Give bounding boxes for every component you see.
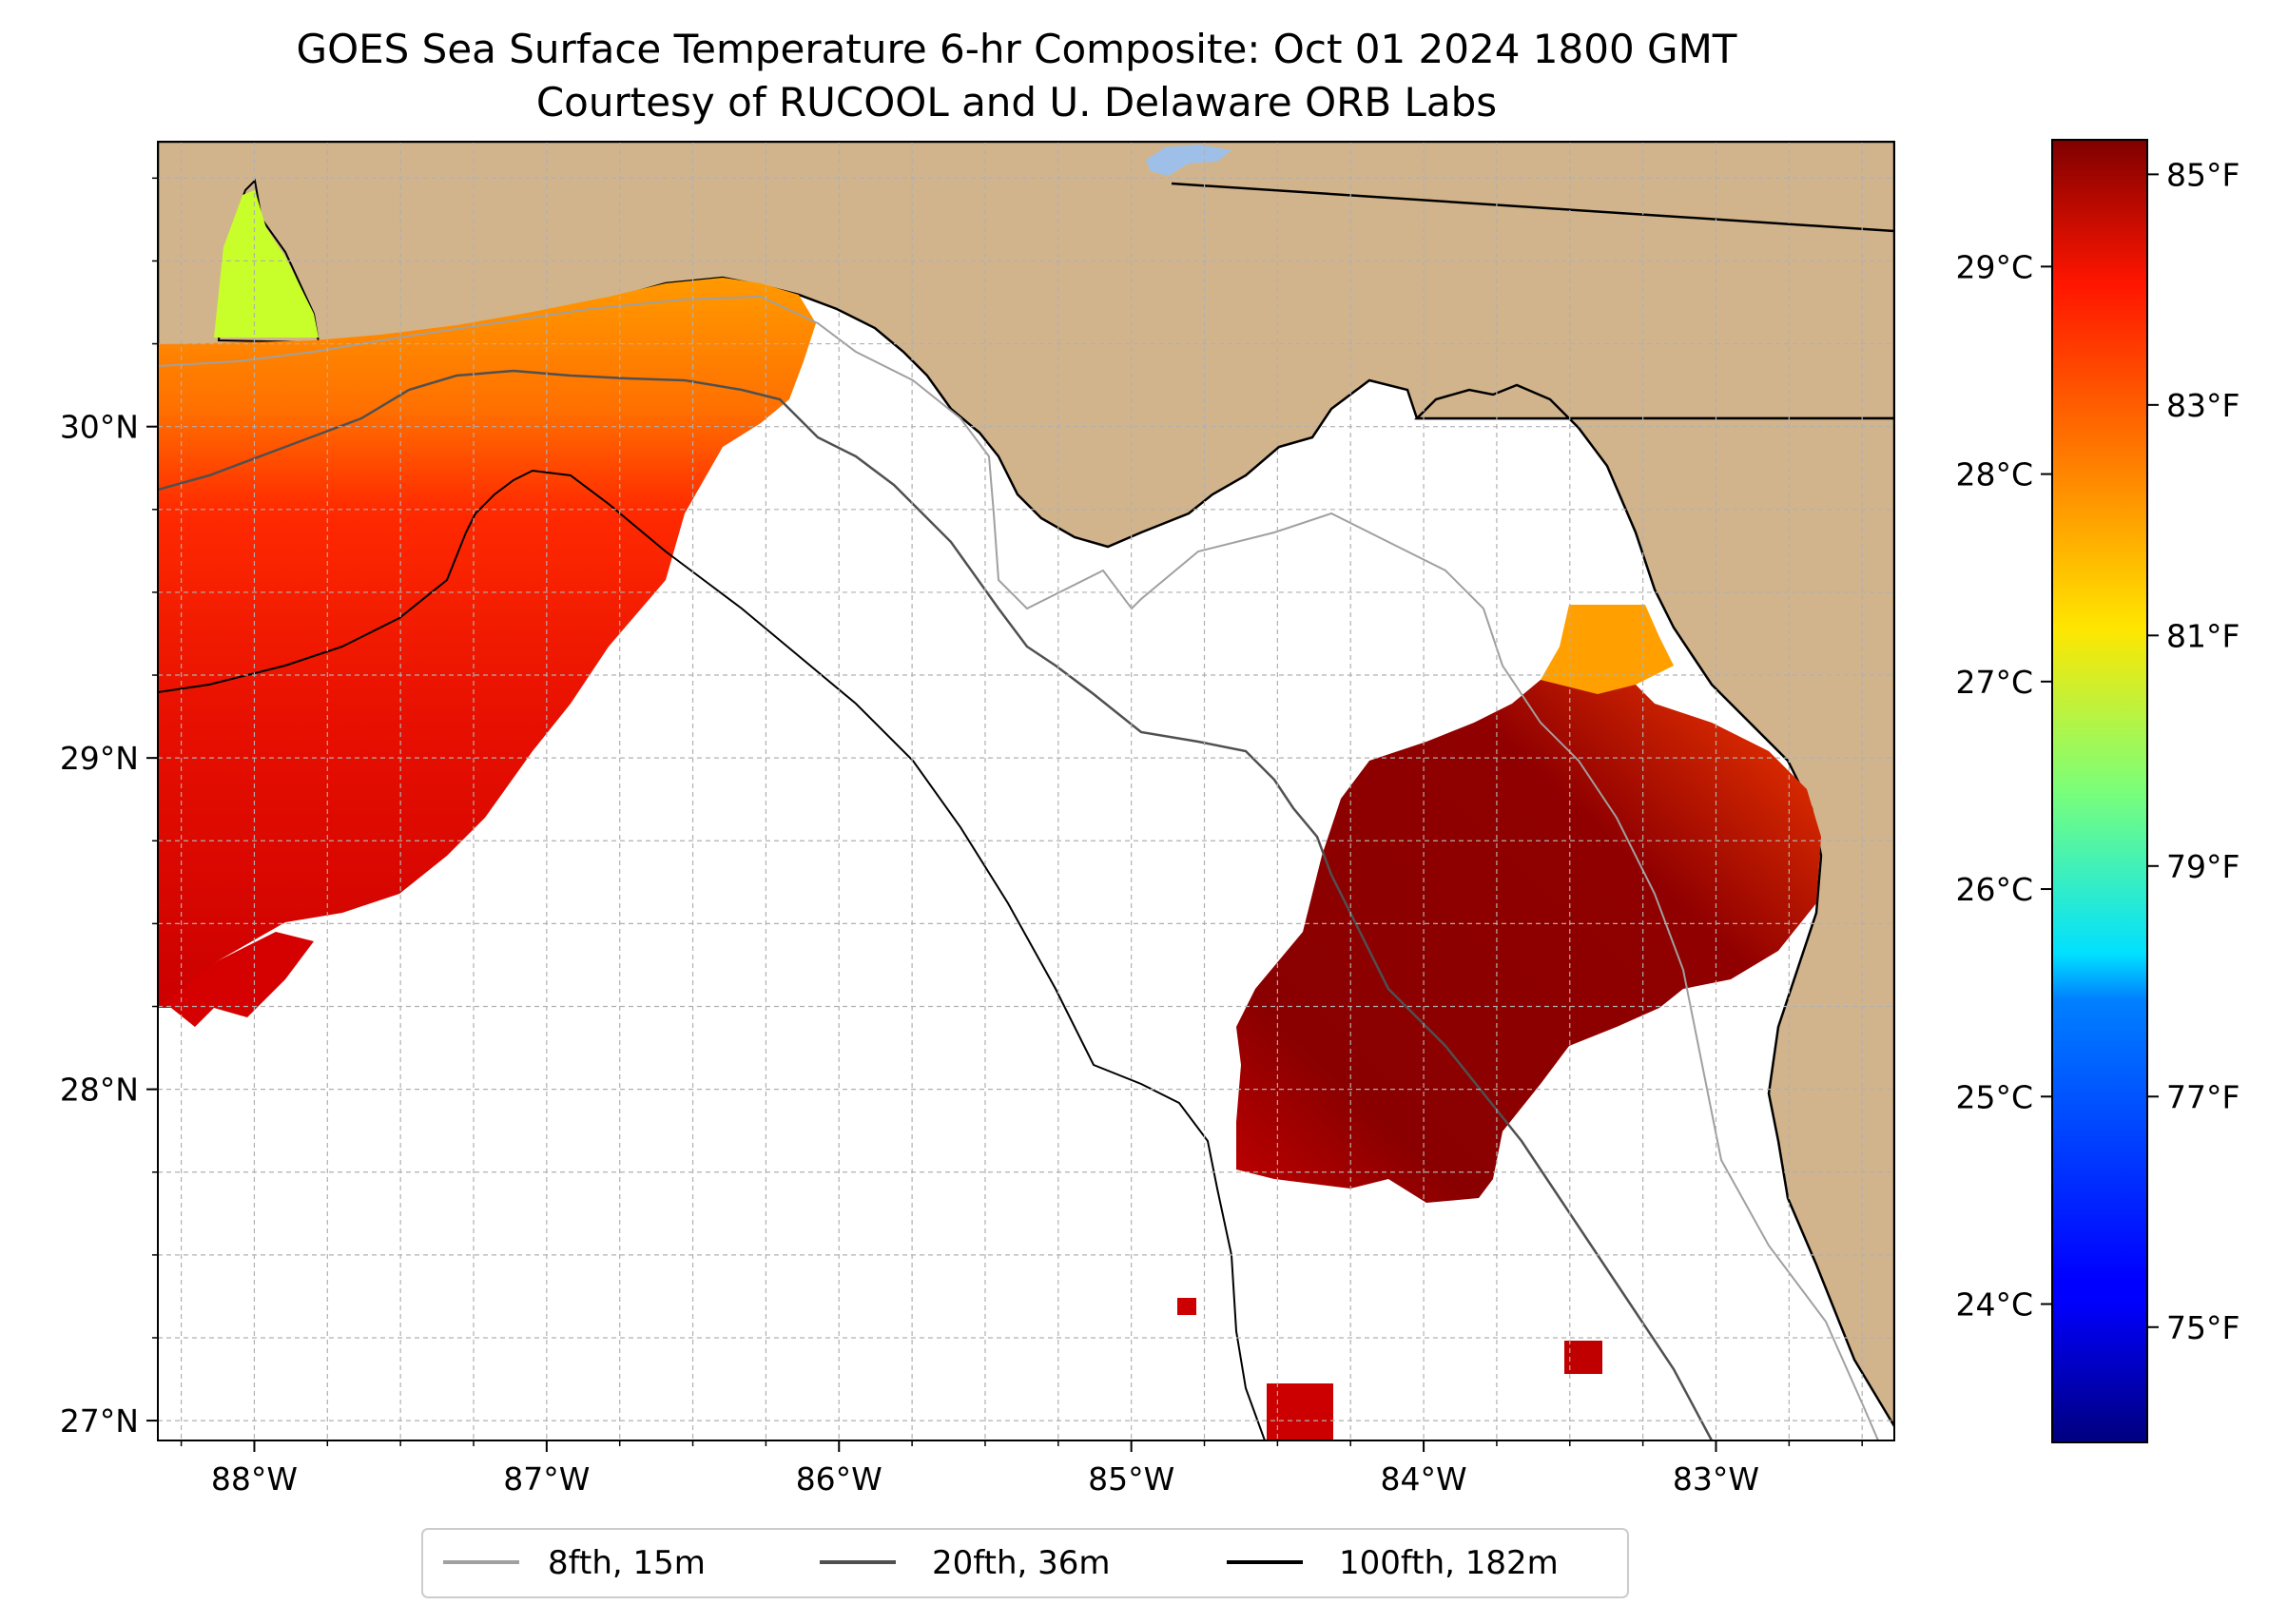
land-east [1413, 383, 1894, 1429]
legend-label-8fth: 8fth, 15m [548, 1544, 706, 1582]
lat-tick-label: 27°N [60, 1402, 139, 1440]
legend-box [421, 1528, 1629, 1598]
lon-tick-label: 84°W [1381, 1460, 1467, 1498]
legend-label-20fth: 20fth, 36m [932, 1544, 1111, 1582]
colorbar-c-label: 24°C [1955, 1286, 2033, 1324]
lake [1146, 145, 1231, 176]
state-boundary [1171, 182, 1894, 233]
map-area [158, 142, 1894, 1440]
isobath-20fth [158, 369, 1714, 1440]
colorbar-f-label: 85°F [2166, 156, 2240, 193]
lon-tick-label: 87°W [503, 1460, 590, 1498]
legend-label-100fth: 100fth, 182m [1339, 1544, 1559, 1582]
colorbar-c-label: 28°C [1955, 456, 2033, 493]
colorbar-c-axis: 24°C 25°C 26°C 27°C 28°C 29°C [1955, 248, 2052, 1324]
colorbar-c-label: 26°C [1955, 871, 2033, 908]
colorbar-f-axis: 75°F 77°F 79°F 81°F 83°F 85°F [2147, 156, 2240, 1346]
isobath-100fth [158, 469, 1266, 1440]
map-frame [157, 141, 1895, 1441]
sst-speck-2 [1564, 1341, 1602, 1374]
lat-tick-label: 29°N [60, 740, 139, 777]
lat-tick-label: 30°N [60, 409, 139, 446]
gridlines [158, 142, 1894, 1440]
sst-speck-3 [1177, 1298, 1196, 1315]
sst-apalachee-bay [1541, 605, 1674, 694]
lon-tick-label: 85°W [1088, 1460, 1174, 1498]
lon-axis: 88°W 87°W 86°W 85°W 84°W 83°W [180, 1440, 1863, 1498]
sst-mobile-bay [214, 190, 319, 338]
colorbar [2051, 139, 2148, 1443]
sst-gulf-west-lower [158, 932, 314, 1027]
lat-tick-label: 28°N [60, 1072, 139, 1109]
colorbar-c-label: 25°C [1955, 1078, 2033, 1115]
sst-gulf-west [158, 278, 816, 1008]
lat-axis: 27°N 28°N 29°N 30°N [60, 177, 158, 1440]
sst-speck-1 [1267, 1383, 1333, 1440]
colorbar-f-label: 81°F [2166, 617, 2240, 654]
lon-tick-label: 83°W [1673, 1460, 1759, 1498]
sst-big-bend [1236, 656, 1821, 1203]
lon-tick-label: 86°W [796, 1460, 882, 1498]
colorbar-c-label: 29°C [1955, 248, 2033, 285]
lon-tick-label: 88°W [211, 1460, 298, 1498]
colorbar-f-label: 83°F [2166, 387, 2240, 424]
map-subtitle: Courtesy of RUCOOL and U. Delaware ORB L… [536, 79, 1497, 126]
legend: 8fth, 15m 20fth, 36m 100fth, 182m [421, 1528, 1629, 1598]
isobath-8fth [158, 295, 1879, 1440]
colorbar-f-label: 75°F [2166, 1309, 2240, 1346]
map-title: GOES Sea Surface Temperature 6-hr Compos… [297, 26, 1737, 72]
colorbar-c-label: 27°C [1955, 664, 2033, 701]
colorbar-f-label: 77°F [2166, 1078, 2240, 1115]
colorbar-f-label: 79°F [2166, 848, 2240, 885]
